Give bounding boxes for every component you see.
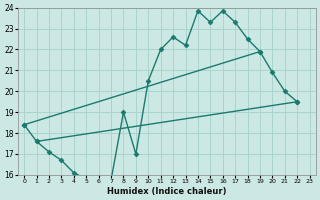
X-axis label: Humidex (Indice chaleur): Humidex (Indice chaleur) [107,187,227,196]
